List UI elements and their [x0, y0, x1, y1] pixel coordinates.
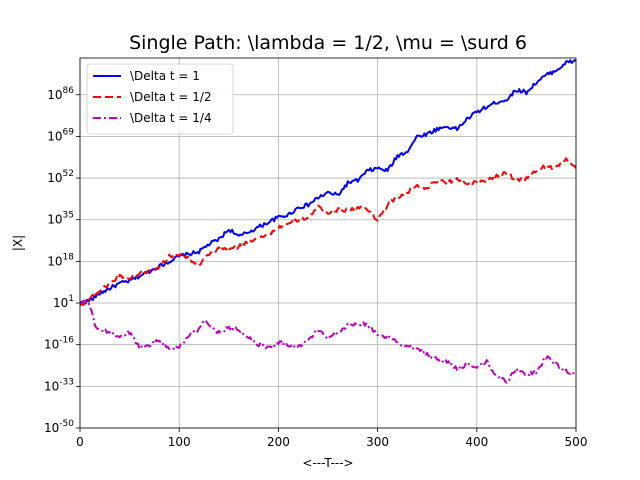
legend: \Delta t = 1 \Delta t = 1/2 \Delta t = 1/4 [86, 63, 234, 135]
x-tick-label: 300 [366, 435, 389, 449]
series-line-1 [80, 59, 576, 305]
legend-label-1: \Delta t = 1 [130, 69, 200, 83]
x-tick-label: 100 [168, 435, 191, 449]
x-axis-ticks: 0 100 200 300 400 500 [76, 428, 587, 449]
y-axis-ticks: 10-50 10-33 10-16 101 1018 1035 1052 1069 1086 [44, 86, 80, 435]
plot-frame [79, 57, 577, 429]
y-tick-label: 10-16 [44, 336, 74, 352]
legend-label-3: \Delta t = 1/4 [130, 111, 212, 125]
y-tick-label: 1069 [47, 127, 74, 143]
x-tick-label: 0 [76, 435, 84, 449]
legend-box [86, 63, 234, 135]
y-tick-label: 10-50 [44, 419, 74, 435]
y-tick-label: 10-33 [44, 377, 74, 393]
y-tick-label: 1018 [47, 252, 74, 268]
x-axis-label: <---T---> [302, 456, 353, 470]
x-tick-label: 400 [465, 435, 488, 449]
y-axis-label: |X| [11, 235, 25, 251]
y-tick-label: 101 [53, 294, 74, 310]
x-tick-label: 200 [267, 435, 290, 449]
y-tick-label: 1035 [47, 211, 74, 227]
chart-title: Single Path: \lambda = 1/2, \mu = \surd … [129, 32, 527, 54]
y-tick-label: 1086 [47, 86, 74, 102]
series-line-3 [80, 299, 576, 384]
series-lines [80, 59, 576, 384]
y-tick-label: 1052 [47, 169, 74, 185]
legend-label-2: \Delta t = 1/2 [130, 90, 212, 104]
x-tick-label: 500 [565, 435, 588, 449]
series-line-2 [80, 157, 576, 307]
